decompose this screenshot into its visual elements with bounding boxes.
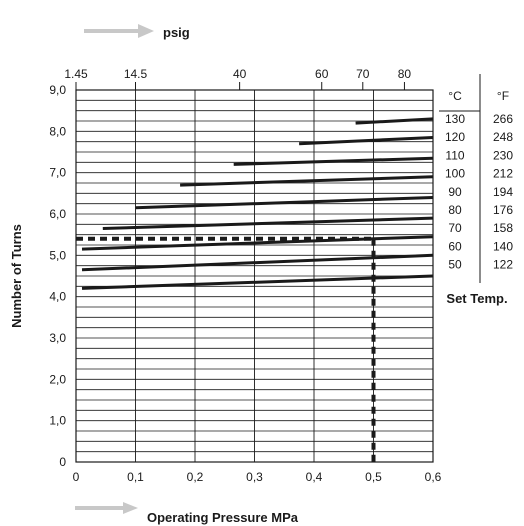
reference-lines [76, 236, 376, 462]
table-caption: Set Temp. [446, 291, 507, 306]
table-header-fahrenheit: °F [497, 89, 509, 103]
table-cell-celsius: 120 [445, 130, 465, 144]
x-tick-label: 0,4 [306, 470, 323, 484]
series-line-6 [233, 156, 434, 166]
arrows [75, 24, 154, 514]
table-cell-fahrenheit: 176 [493, 203, 513, 217]
table-cell-celsius: 130 [445, 112, 465, 126]
table-cell-fahrenheit: 158 [493, 221, 513, 235]
y-tick-label: 3,0 [49, 331, 66, 345]
y-tick-label: 1,0 [49, 414, 66, 428]
pressure-arrow-head [123, 502, 138, 514]
series-line-1 [81, 253, 434, 272]
secondary-x-tick-label: 1.45 [64, 67, 88, 81]
series-line-5 [180, 175, 434, 187]
labels: 0 0,1 0,2 0,3 0,4 0,5 0,6 0 1,0 2,0 3,0 4,0 5,0 6,0 7,… [9, 25, 442, 525]
y-tick-label: 7,0 [49, 166, 66, 180]
table-cell-celsius: 60 [448, 239, 462, 253]
series-group [81, 117, 434, 290]
y-tick-label: 5,0 [49, 248, 66, 262]
table-cell-celsius: 100 [445, 167, 465, 181]
y-axis-label: Number of Turns [9, 224, 24, 328]
table-cell-fahrenheit: 122 [493, 258, 513, 272]
series-line-4 [135, 196, 434, 210]
y-tick-label: 4,0 [49, 290, 66, 304]
y-tick-label: 6,0 [49, 207, 66, 221]
y-tick-label: 9,0 [49, 83, 66, 97]
x-tick-label: 0,6 [425, 470, 442, 484]
table-cell-fahrenheit: 248 [493, 130, 513, 144]
secondary-x-tick-label: 14.5 [124, 67, 148, 81]
series-line-2 [81, 235, 434, 251]
table-cell-fahrenheit: 266 [493, 112, 513, 126]
series-line-8 [355, 117, 434, 125]
table-header-celsius: °C [448, 89, 462, 103]
grid [75, 89, 434, 463]
table-cell-celsius: 50 [448, 258, 462, 272]
x-tick-label: 0,1 [127, 470, 144, 484]
secondary-x-axis-label: psig [163, 25, 190, 40]
x-tick-label: 0,3 [246, 470, 263, 484]
x-tick-label: 0 [73, 470, 80, 484]
secondary-x-tick-label: 70 [356, 67, 370, 81]
secondary-x-tick-label: 60 [315, 67, 329, 81]
y-tick-label: 0 [59, 455, 66, 469]
series-line-3 [102, 216, 434, 230]
table-cell-celsius: 80 [448, 203, 462, 217]
table-cell-fahrenheit: 140 [493, 239, 513, 253]
set-temp-table: °C °F 130 266 120 248 110 230 100 212 90 194 80 176 70… [439, 74, 513, 306]
table-cell-fahrenheit: 194 [493, 185, 513, 199]
x-tick-label: 0,5 [365, 470, 382, 484]
series-line-7 [299, 136, 434, 146]
table-cell-celsius: 70 [448, 221, 462, 235]
y-tick-label: 2,0 [49, 372, 66, 386]
secondary-x-tick-label: 40 [233, 67, 247, 81]
x-tick-label: 0,2 [187, 470, 204, 484]
secondary-x-tick-label: 80 [398, 67, 412, 81]
x-axis-label: Operating Pressure MPa [147, 510, 299, 525]
table-cell-celsius: 90 [448, 185, 462, 199]
table-cell-celsius: 110 [445, 148, 464, 162]
table-cell-fahrenheit: 212 [493, 167, 513, 181]
y-tick-label: 8,0 [49, 124, 66, 138]
table-cell-fahrenheit: 230 [493, 148, 513, 162]
psig-arrow-head [138, 24, 154, 38]
